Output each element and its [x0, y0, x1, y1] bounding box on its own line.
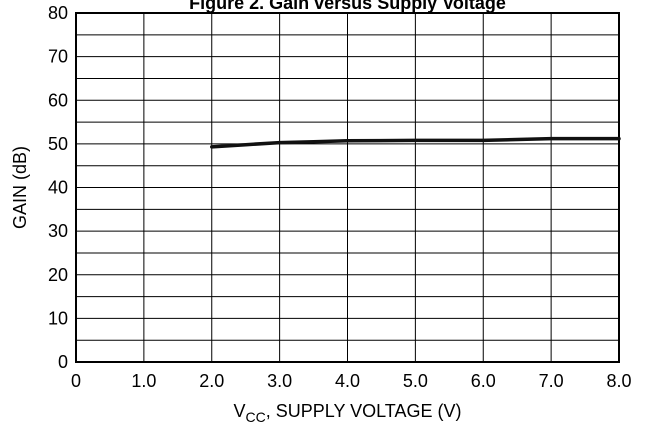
x-tick-label: 6.0: [471, 371, 496, 391]
y-tick-label: 20: [48, 265, 68, 285]
x-tick-label: 8.0: [606, 371, 631, 391]
series-group: [210, 136, 621, 149]
x-axis-label-v: V: [234, 401, 246, 421]
x-tick-label: 5.0: [403, 371, 428, 391]
x-tick-label: 2.0: [199, 371, 224, 391]
chart-title: Figure 2. Gain versus Supply Voltage: [189, 0, 506, 13]
x-tick-label: 1.0: [131, 371, 156, 391]
grid: [76, 13, 619, 362]
plot-frame: [75, 12, 620, 363]
y-tick-label: 30: [48, 221, 68, 241]
y-tick-label: 40: [48, 178, 68, 198]
x-tick-label: 4.0: [335, 371, 360, 391]
y-tick-label: 0: [58, 352, 68, 372]
tick-labels: 0 1.0 2.0 3.0 4.0 5.0 6.0 7.0 8.0 0 10 20 30 40 50 60 70…: [48, 3, 632, 391]
gain-curve: [210, 136, 621, 149]
x-tick-label: 3.0: [267, 371, 292, 391]
x-axis-label-rest: , SUPPLY VOLTAGE (V): [266, 401, 462, 421]
y-tick-label: 60: [48, 90, 68, 110]
x-tick-label: 7.0: [539, 371, 564, 391]
x-axis-label: VCC, SUPPLY VOLTAGE (V): [234, 401, 462, 425]
y-tick-label: 10: [48, 308, 68, 328]
y-tick-label: 50: [48, 134, 68, 154]
x-tick-label: 0: [71, 371, 81, 391]
y-axis-label: GAIN (dB): [10, 146, 30, 229]
y-tick-label: 80: [48, 3, 68, 23]
y-tick-label: 70: [48, 47, 68, 67]
x-axis-label-subscript: CC: [246, 409, 266, 425]
